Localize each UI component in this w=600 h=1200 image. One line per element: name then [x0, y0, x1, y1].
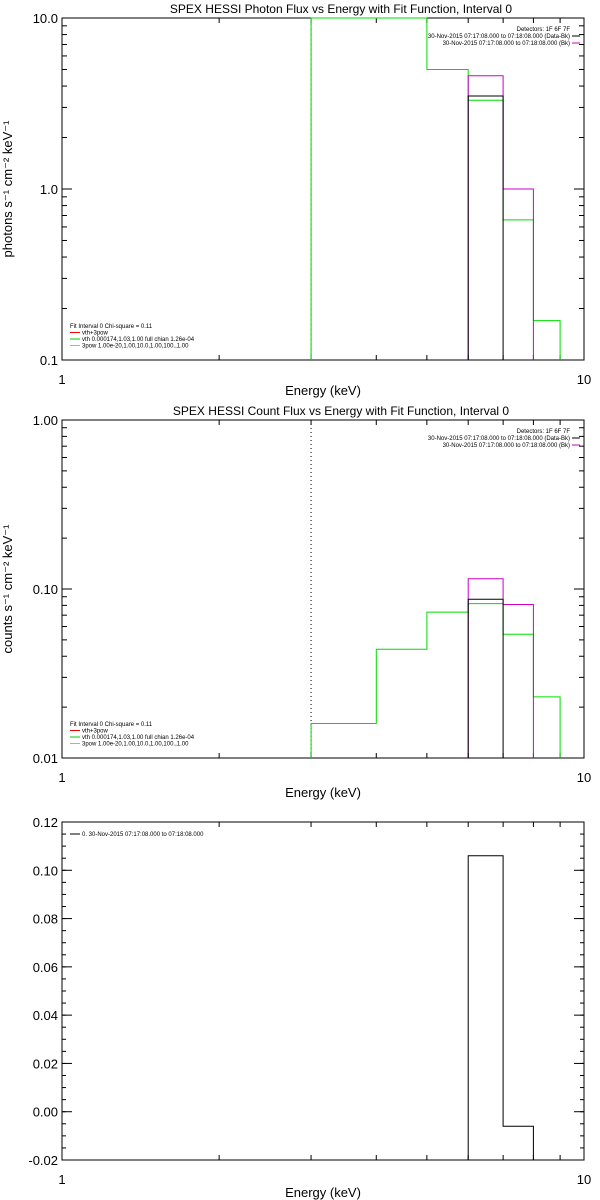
chart-panel-3: 1 10 -0.02 0.00 0.02 0.04 0.06 0.08 0.10 0.12 Ener… — [28, 815, 591, 1200]
x-axis-label: Energy (keV) — [285, 383, 361, 398]
header-text: Detectors: 1F 6F 7F — [517, 27, 571, 33]
y-tick-label: 0.04 — [33, 1008, 58, 1023]
y-tick-label: 0.12 — [33, 815, 58, 830]
y-tick-label: 0.10 — [33, 582, 58, 597]
histogram-series-2 — [467, 578, 534, 758]
legend-entry: Fit Interval 0 Chi-square = 0.11 — [70, 324, 153, 330]
y-tick-label: 0.02 — [33, 1056, 58, 1071]
x-tick-label: 10 — [577, 1172, 591, 1187]
header-text: 30-Nov-2015 07:17:08.000 to 07:18:08.000… — [443, 41, 570, 47]
x-tick-label: 1 — [58, 770, 65, 785]
chart-panel-2: 1 10 0.01 0.10 1.00 SPEX HESSI Count Flux vs … — [0, 404, 591, 800]
y-tick-label: 0.1 — [40, 353, 58, 368]
x-axis-label: Energy (keV) — [285, 785, 361, 800]
chart-panel-1: 1 10 0.1 1.0 10.0 SPEX HESSI Photon Flux vs E… — [0, 2, 591, 398]
y-tick-label: -0.02 — [28, 1153, 58, 1168]
legend-entry: 3pow 1.00e-20,1.00,10.0,1.00,100.,1.00 — [82, 742, 189, 748]
y-tick-label: 1.0 — [40, 182, 58, 197]
y-axis-label: photons s⁻¹ cm⁻² keV⁻¹ — [0, 120, 15, 258]
y-tick-label: 0.01 — [33, 751, 58, 766]
x-tick-label: 10 — [577, 372, 591, 387]
x-tick-label: 1 — [58, 372, 65, 387]
y-tick-label: 0.10 — [33, 863, 58, 878]
legend-entry: vth 0.000174,1.03,1.00 full chian 1.26e-… — [82, 337, 195, 343]
legend-entry: 0. 30-Nov-2015 07:17:08.000 to 07:18:08.… — [82, 832, 204, 838]
x-tick-label: 1 — [58, 1172, 65, 1187]
header-text: 30-Nov-2015 07:17:08.000 to 07:18:08.000… — [443, 443, 570, 449]
histogram-series-1 — [310, 603, 561, 758]
y-tick-label: 1.00 — [33, 413, 58, 428]
plot-frame — [61, 821, 585, 1161]
legend-entry: vth+3pow — [82, 729, 109, 735]
plot-frame — [61, 419, 585, 759]
x-tick-label: 10 — [577, 770, 591, 785]
legend-entry: Fit Interval 0 Chi-square = 0.11 — [70, 722, 153, 728]
legend-entry: vth 0.000174,1.03,1.00 full chian 1.26e-… — [82, 735, 195, 741]
histogram-series-1 — [467, 855, 534, 1160]
header-text: 30-Nov-2015 07:17:08.000 to 07:18:08.000… — [428, 34, 570, 40]
y-tick-label: 0.06 — [33, 960, 58, 975]
legend-entry: 3pow 1.00e-20,1.00,10.0,1.00,100.,1.00 — [82, 344, 189, 350]
header-text: Detectors: 1F 6F 7F — [517, 429, 571, 435]
y-tick-label: 0.00 — [33, 1105, 58, 1120]
histogram-series-3 — [467, 95, 504, 360]
y-tick-label: 10.0 — [33, 11, 58, 26]
chart-title: SPEX HESSI Count Flux vs Energy with Fit… — [173, 404, 509, 418]
header-text: 30-Nov-2015 07:17:08.000 to 07:18:08.000… — [428, 436, 570, 442]
chart-title: SPEX HESSI Photon Flux vs Energy with Fi… — [170, 2, 512, 16]
x-axis-label: Energy (keV) — [285, 1185, 361, 1200]
y-axis-label: counts s⁻¹ cm⁻² keV⁻¹ — [0, 524, 15, 654]
legend-entry: vth+3pow — [82, 331, 109, 337]
histogram-series-2 — [467, 75, 534, 360]
histogram-series-3 — [467, 598, 504, 758]
y-tick-label: 0.08 — [33, 912, 58, 927]
